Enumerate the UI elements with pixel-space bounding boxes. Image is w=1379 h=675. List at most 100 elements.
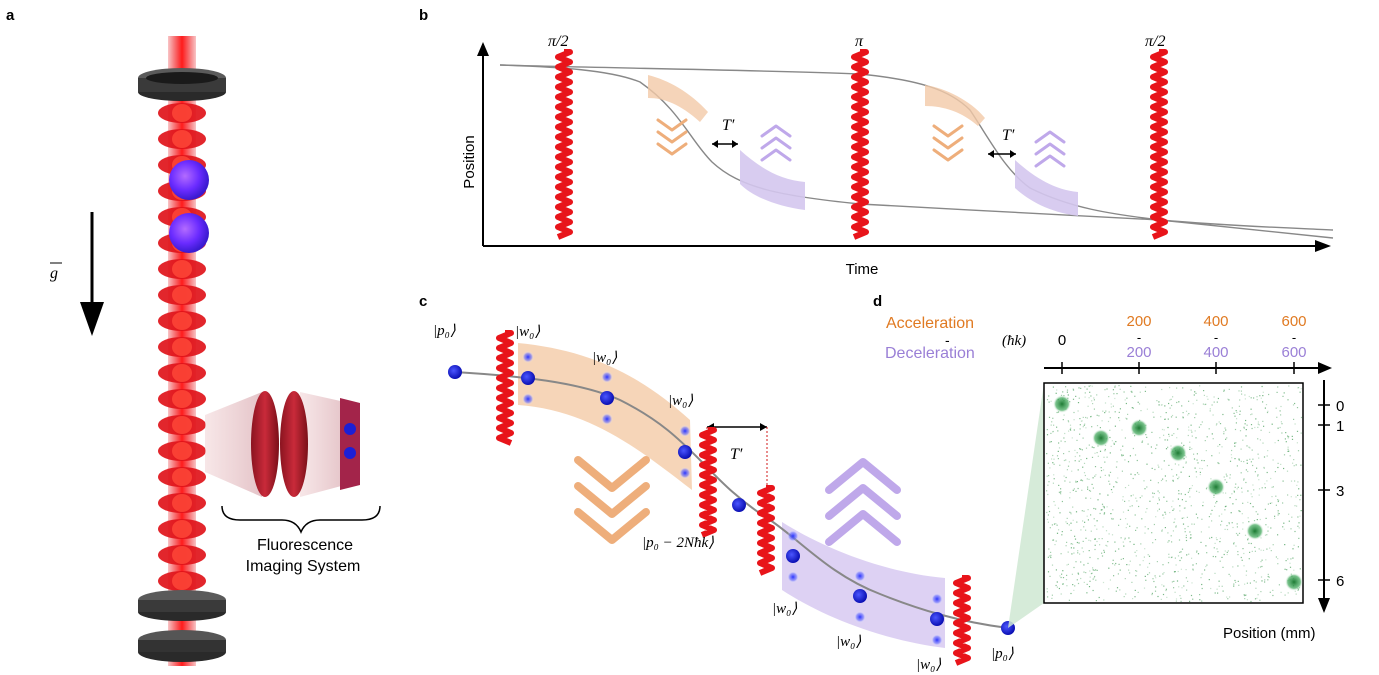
- d-noise-pixel: [1190, 429, 1192, 431]
- d-noise-pixel: [1267, 450, 1269, 452]
- d-noise-pixel: [1203, 390, 1205, 392]
- d-noise-pixel: [1193, 453, 1195, 455]
- d-noise-pixel: [1079, 418, 1081, 420]
- d-noise-pixel: [1084, 392, 1086, 394]
- d-noise-pixel: [1151, 532, 1153, 534]
- d-noise-pixel: [1193, 394, 1195, 396]
- d-right-label-3: 3: [1336, 483, 1344, 500]
- d-noise-pixel: [1115, 466, 1118, 468]
- d-noise-pixel: [1219, 541, 1221, 543]
- d-noise-pixel: [1092, 578, 1094, 580]
- d-noise-pixel: [1105, 544, 1107, 546]
- d-noise-pixel: [1287, 399, 1289, 401]
- d-noise-pixel: [1048, 395, 1050, 397]
- d-noise-pixel: [1070, 529, 1072, 531]
- d-noise-pixel: [1158, 404, 1160, 406]
- d-noise-pixel: [1080, 529, 1082, 531]
- d-noise-pixel: [1225, 492, 1227, 494]
- d-noise-pixel: [1157, 503, 1159, 505]
- d-noise-pixel: [1084, 474, 1086, 477]
- d-noise-pixel: [1259, 518, 1261, 521]
- d-noise-pixel: [1193, 523, 1195, 525]
- d-noise-pixel: [1154, 468, 1156, 471]
- d-noise-pixel: [1163, 572, 1165, 574]
- d-noise-pixel: [1216, 423, 1218, 425]
- lattice-lobe-core: [172, 572, 192, 590]
- d-noise-pixel: [1196, 399, 1198, 401]
- d-noise-pixel: [1065, 476, 1067, 479]
- d-noise-pixel: [1234, 415, 1236, 417]
- d-noise-pixel: [1255, 511, 1257, 513]
- c-atom-main: [678, 445, 692, 459]
- d-noise-pixel: [1222, 413, 1224, 416]
- d-noise-pixel: [1260, 561, 1262, 563]
- d-noise-pixel: [1286, 470, 1289, 472]
- d-noise-pixel: [1092, 487, 1094, 489]
- d-noise-pixel: [1198, 491, 1200, 493]
- d-noise-pixel: [1277, 499, 1279, 501]
- d-noise-pixel: [1216, 588, 1218, 590]
- d-noise-pixel: [1108, 533, 1110, 535]
- d-noise-pixel: [1255, 587, 1257, 589]
- d-noise-pixel: [1048, 481, 1050, 483]
- d-noise-pixel: [1077, 410, 1079, 412]
- d-noise-pixel: [1172, 479, 1174, 481]
- d-dec-tick-200: 200: [1126, 344, 1151, 361]
- panel-d-image: Acceleration - Deceleration (ħk) 0 200 4…: [885, 313, 1344, 642]
- d-noise-pixel: [1148, 555, 1151, 557]
- d-noise-pixel: [1094, 548, 1096, 551]
- d-noise-pixel: [1046, 399, 1049, 401]
- d-noise-pixel: [1249, 582, 1251, 584]
- d-noise-pixel: [1186, 516, 1188, 518]
- d-noise-pixel: [1259, 566, 1262, 568]
- panel-a-apparatus: g Fluorescence Imaging System: [50, 36, 381, 666]
- d-noise-pixel: [1143, 480, 1145, 482]
- c-atom-main: [853, 589, 867, 603]
- d-noise-pixel: [1102, 410, 1104, 412]
- d-noise-pixel: [1288, 520, 1290, 522]
- d-noise-pixel: [1184, 507, 1186, 509]
- d-noise-pixel: [1080, 577, 1082, 580]
- d-noise-pixel: [1107, 420, 1110, 423]
- d-noise-pixel: [1206, 436, 1208, 438]
- d-noise-pixel: [1267, 410, 1269, 412]
- d-noise-pixel: [1088, 397, 1090, 399]
- d-noise-pixel: [1151, 467, 1153, 469]
- d-noise-pixel: [1238, 532, 1241, 534]
- c-pulse-3: [757, 485, 775, 576]
- d-noise-pixel: [1109, 483, 1111, 485]
- d-noise-pixel: [1174, 591, 1176, 593]
- d-noise-pixel: [1241, 393, 1243, 395]
- d-noise-pixel: [1190, 424, 1192, 426]
- d-noise-pixel: [1099, 427, 1101, 429]
- d-noise-pixel: [1209, 537, 1211, 539]
- d-noise-pixel: [1118, 548, 1120, 550]
- d-noise-pixel: [1092, 569, 1094, 571]
- d-noise-pixel: [1254, 572, 1257, 574]
- d-noise-pixel: [1245, 594, 1247, 596]
- d-noise-pixel: [1200, 541, 1202, 543]
- d-noise-pixel: [1185, 410, 1188, 412]
- d-dash-200: -: [1137, 330, 1141, 345]
- c-state-w0-6: |w₀⟩: [916, 657, 941, 673]
- d-atom-spot: [1053, 395, 1071, 413]
- panel-label-d: d: [873, 293, 882, 310]
- d-noise-pixel: [1108, 396, 1110, 398]
- d-noise-pixel: [1158, 401, 1160, 403]
- d-noise-pixel: [1112, 518, 1114, 520]
- d-noise-pixel: [1083, 510, 1085, 512]
- d-noise-pixel: [1234, 445, 1236, 447]
- d-noise-pixel: [1066, 469, 1068, 471]
- d-noise-pixel: [1187, 580, 1189, 582]
- d-noise-pixel: [1234, 442, 1236, 444]
- d-noise-pixel: [1295, 496, 1297, 498]
- d-noise-pixel: [1262, 401, 1264, 403]
- d-noise-pixel: [1177, 498, 1179, 500]
- d-noise-pixel: [1110, 513, 1112, 515]
- d-noise-pixel: [1064, 441, 1066, 443]
- d-noise-pixel: [1072, 389, 1075, 391]
- d-noise-pixel: [1264, 508, 1266, 510]
- d-noise-pixel: [1195, 413, 1197, 415]
- d-noise-pixel: [1091, 446, 1093, 448]
- d-noise-pixel: [1246, 459, 1248, 461]
